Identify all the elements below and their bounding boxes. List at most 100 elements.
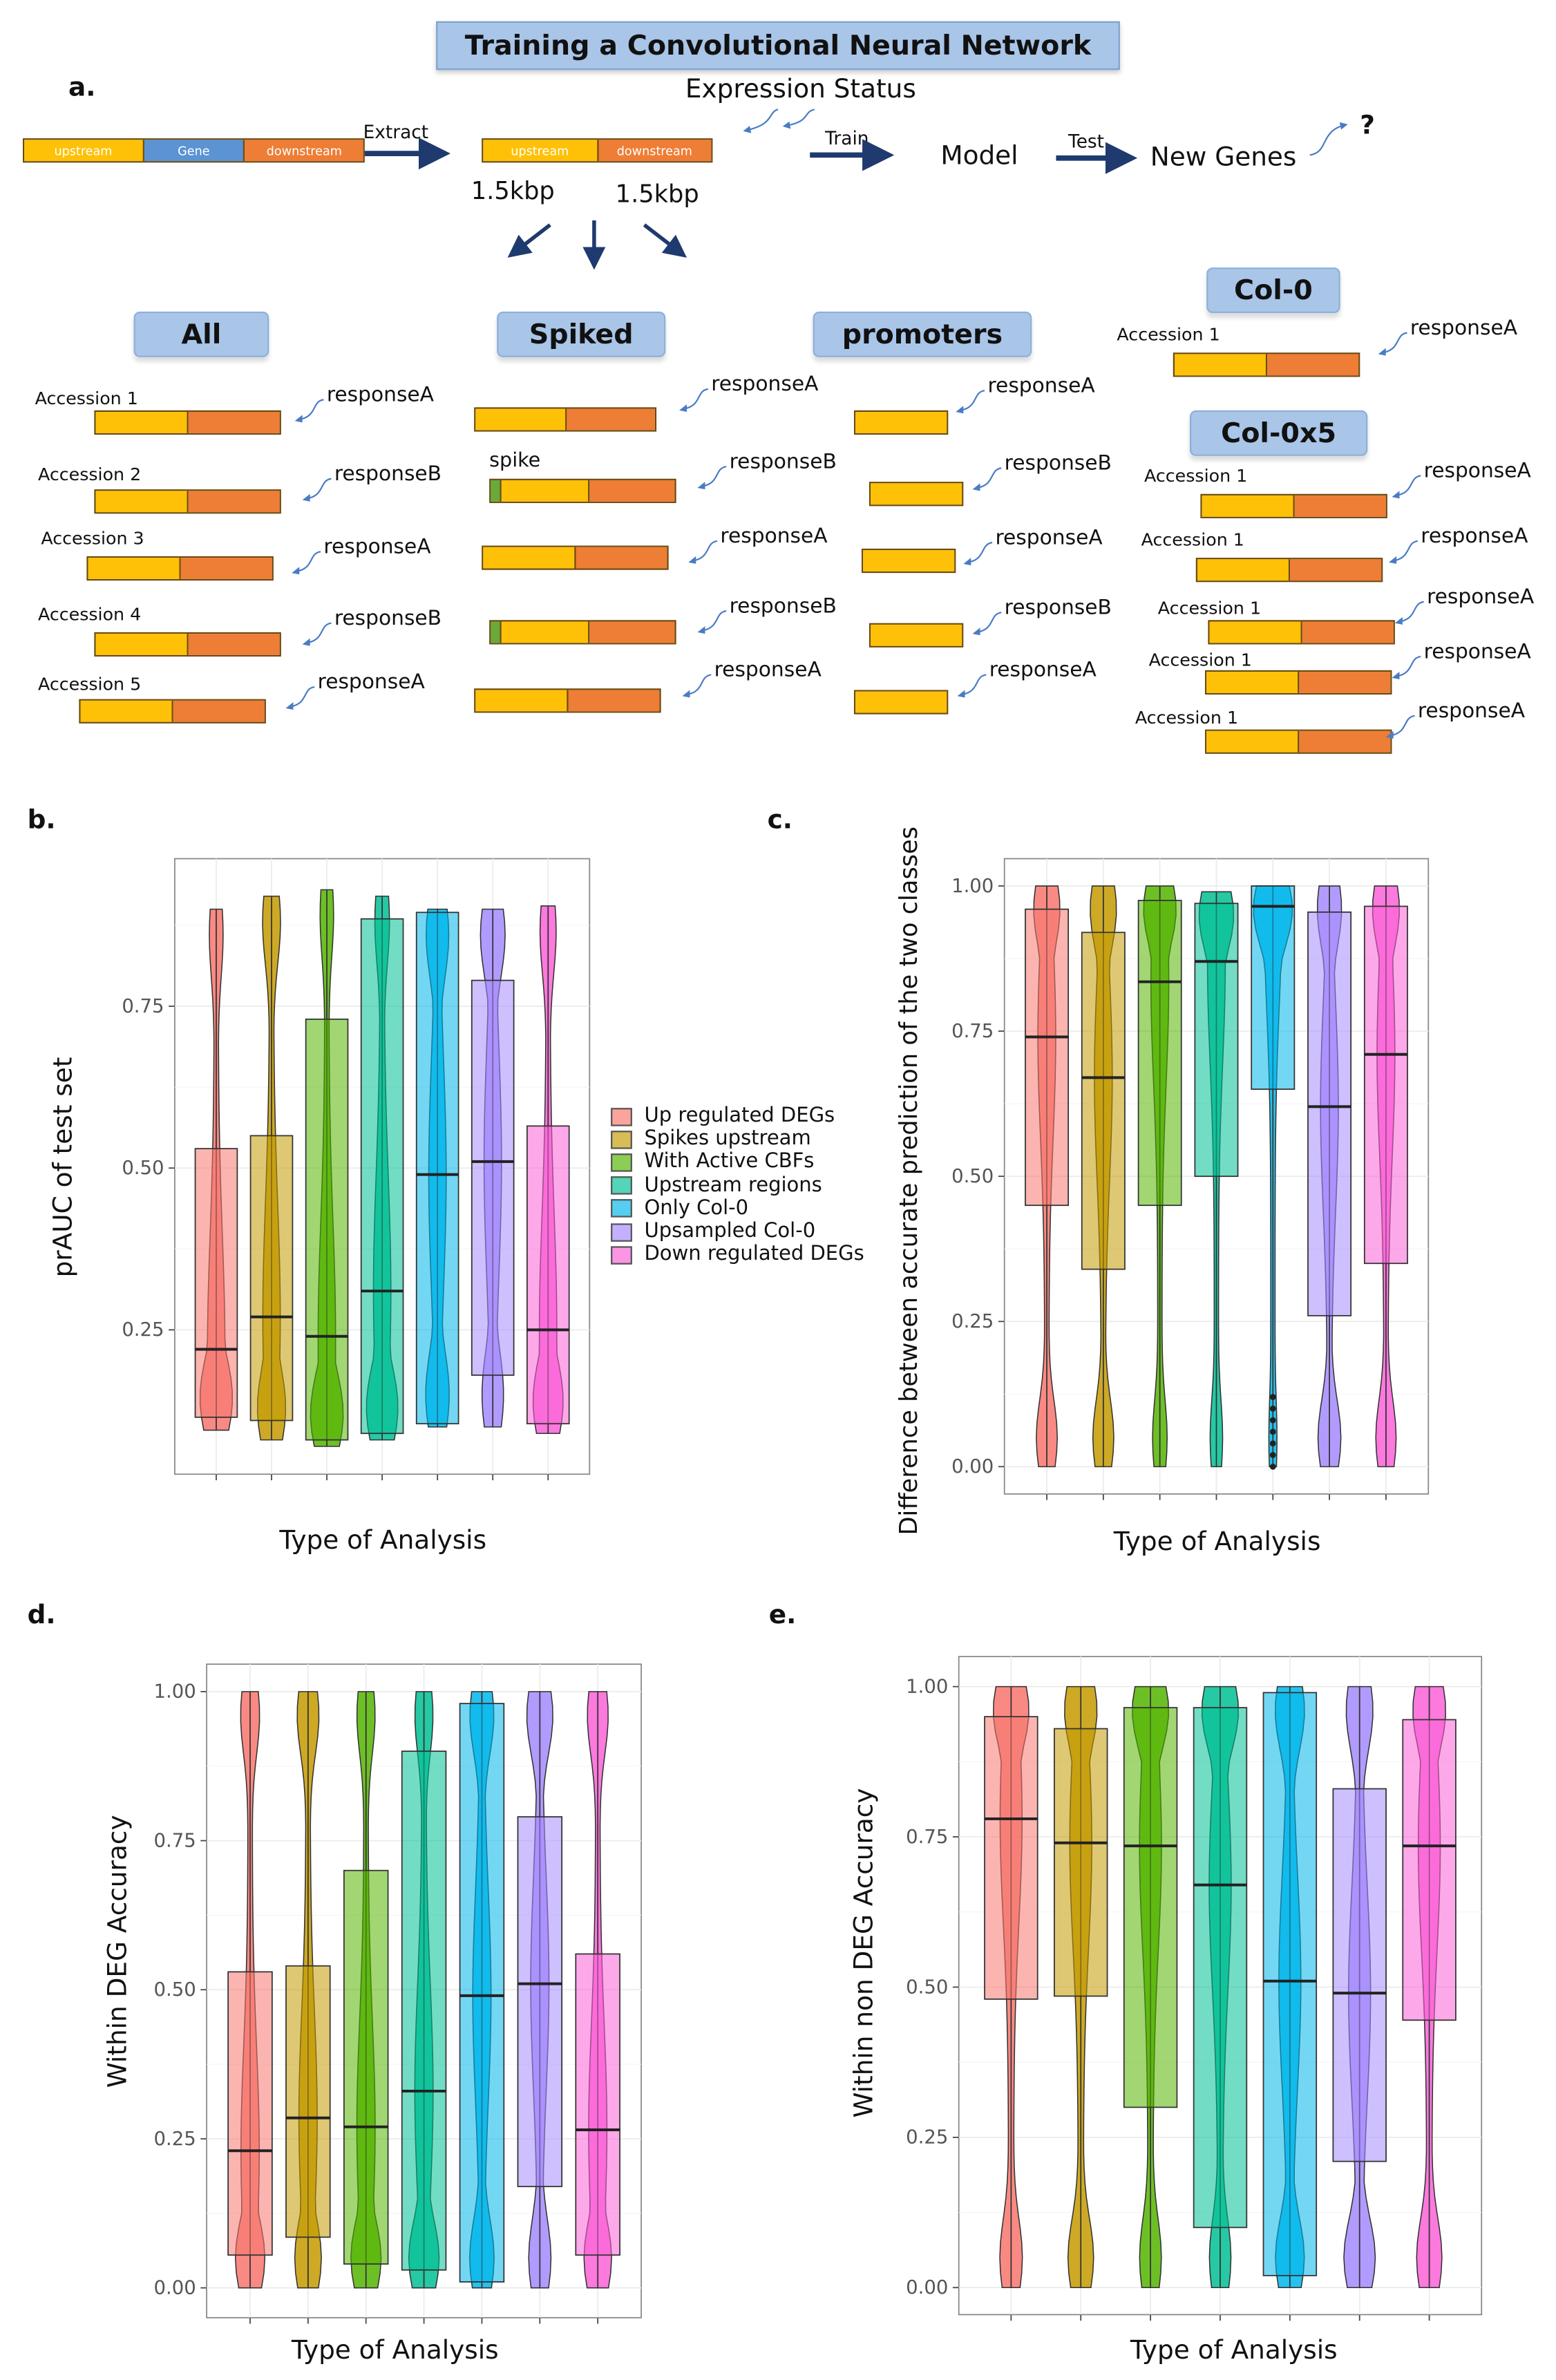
upstream-segment [1174,354,1268,376]
downstream-segment [589,480,675,502]
box-up-regulated-degs [227,1691,273,2289]
y-tick-label: 0.75 [122,995,164,1017]
y-tick-label: 1.00 [951,875,994,897]
downstream-segment [1299,730,1391,753]
downstream-segment [188,491,280,513]
curved-arrow-icon [292,551,321,575]
box [575,1953,620,2256]
response-label: responseB [334,606,442,631]
box [305,1018,349,1441]
legend-swatch [611,1200,632,1218]
sequence-bar [489,478,676,503]
box [415,912,459,1425]
response-label: responseB [1004,451,1112,476]
outlier-point [1269,1428,1276,1435]
upstream-segment [501,621,589,643]
box-with-active-cbfs [305,889,349,1447]
legend-swatch [611,1153,632,1172]
upstream-segment [95,634,189,655]
panel-c-chart: 0.00 0.25 0.50 0.75 1.00 [951,858,1430,1500]
panel-d-chart: 0.00 0.25 0.50 0.75 1.00 [153,1663,642,2324]
legend-swatch [611,1107,632,1126]
y-tick-label: 0.50 [153,1978,196,2001]
y-tick-label: 0.00 [906,2276,948,2298]
upstream-segment [855,691,947,713]
response-label: responseA [326,383,435,408]
y-tick-label: 0.50 [906,1976,948,1998]
curved-arrow-icon [1389,540,1419,564]
response-label: responseA [989,658,1097,683]
legend-swatch [611,1176,632,1196]
box-upstream-regions [360,896,404,1441]
box-upstream-regions [1194,891,1239,1468]
box-up-regulated-degs [194,908,238,1431]
upstream-segment [95,411,189,433]
sequence-bar [1200,493,1387,518]
outlier-point [1269,1405,1276,1412]
box [1251,885,1296,1090]
curved-arrow-icon [1394,601,1424,625]
upstream-segment [871,624,962,646]
response-label: responseA [987,374,1095,399]
model-label: Model [940,141,1018,172]
panel-c-letter: c. [767,805,793,836]
downstream-segment [568,690,660,712]
accession-label: Accession 1 [35,387,138,409]
curved-arrow-icon [302,478,332,502]
upstream-segment [475,408,567,431]
y-tick-label: 1.00 [153,1681,196,1703]
box [517,1816,563,2187]
box [227,1971,273,2256]
sequence-bar [79,699,266,724]
y-tick-label: 0.50 [122,1157,164,1179]
sequence-bar [1204,729,1392,754]
y-tick-label: 0.25 [122,1319,164,1341]
box-up-regulated-degs [1025,885,1070,1468]
figure-title: Training a Convolutional Neural Network [436,21,1120,70]
upstream-segment [1209,621,1302,643]
y-tick-label: 0.75 [153,1829,196,1851]
expression-curl-arrows [743,108,1348,156]
box [285,1965,331,2238]
accession-label: Accession 1 [1157,597,1262,619]
spike-segment [491,480,502,502]
legend-label: Up regulated DEGs [644,1104,835,1128]
curved-arrow-icon [1392,655,1421,680]
legend-label: Only Col-0 [644,1197,749,1220]
sequence-bar [94,410,281,435]
upstream-segment [1197,559,1291,581]
response-label: responseA [1421,524,1528,549]
legend-swatch [611,1245,632,1265]
sequence-bar [94,489,281,514]
downstream-segment [576,547,667,569]
box [194,1148,238,1418]
y-tick-label: 0.25 [906,2126,948,2148]
response-label: responseB [334,462,442,487]
expression-status-label: Expression Status [685,74,916,105]
downstream-segment: downstream [245,140,363,162]
box [1332,1788,1387,2162]
downstream-segment [1267,354,1359,376]
downstream-segment [566,408,655,431]
curved-arrow-icon [963,542,993,566]
sequence-bar [1195,558,1383,583]
legend-item: With Active CBFs [611,1151,864,1174]
panel-a-arrows [364,108,1348,270]
curved-arrow-icon [1378,332,1407,356]
upstream-length: 1.5kbp [471,176,555,205]
downstream-segment [589,621,675,643]
response-label: responseA [714,658,822,683]
box [1123,1707,1178,2108]
accession-label: Accession 1 [1135,706,1239,728]
upstream-segment [80,700,173,722]
split-arrows [507,220,687,270]
sequence-bar [853,690,949,715]
box-only-col-0 [459,1691,505,2289]
box [1081,932,1126,1270]
full-gene-bar: upstream Gene downstream [22,138,365,163]
box-spikes-upstream [285,1691,331,2289]
curved-arrow-icon [294,399,324,423]
accession-label: Accession 1 [1141,529,1244,551]
legend-item: Upstream regions [611,1174,864,1197]
